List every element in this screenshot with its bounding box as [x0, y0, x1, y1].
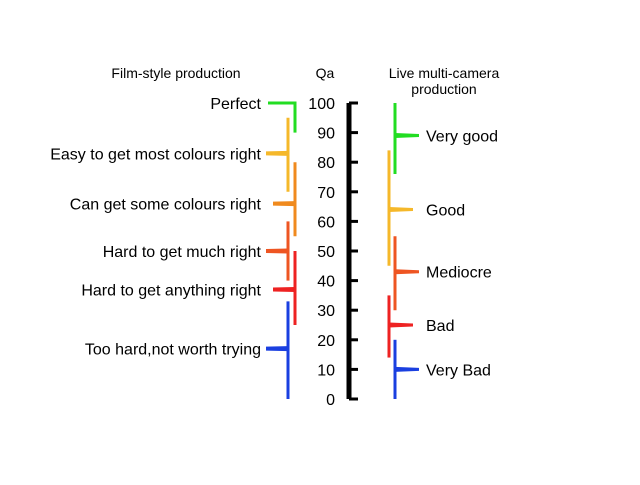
film-bracket-pointer	[266, 150, 288, 156]
film-header: Film-style production	[111, 65, 240, 81]
live-bracket: Bad	[387, 295, 454, 358]
film-bracket: Perfect	[210, 96, 297, 133]
axis-tick-label: 40	[317, 274, 335, 291]
axis-tick-label: 30	[317, 303, 335, 320]
qa-axis: 0 10 20 30 40 50 60 70 80 90 100	[308, 96, 358, 409]
axis-tick-label: 50	[317, 244, 335, 261]
film-bracket-pointer	[266, 346, 288, 352]
film-bracket-label: Hard to get much right	[103, 244, 262, 261]
live-bracket: Good	[387, 150, 465, 266]
live-bracket-label: Mediocre	[426, 265, 492, 282]
live-bracket: Very Bad	[393, 339, 491, 399]
live-bracket-label: Very good	[426, 129, 498, 146]
live-bracket-pointer	[395, 133, 419, 139]
axis-tick-label: 20	[317, 333, 335, 350]
live-bracket-label: Good	[426, 203, 465, 220]
axis-tick-label: 100	[308, 96, 335, 113]
axis-tick-label: 10	[317, 362, 335, 379]
live-bracket: Very good	[393, 103, 498, 175]
live-bracket: Mediocre	[393, 236, 492, 311]
film-bracket-label: Hard to get anything right	[81, 282, 261, 299]
live-bracket-label: Bad	[426, 318, 454, 335]
live-bracket-label: Very Bad	[426, 362, 491, 379]
qa-header: Qa	[316, 65, 335, 81]
film-bracket-label: Too hard,not worth trying	[85, 342, 261, 359]
film-bracket-label: Can get some colours right	[70, 197, 262, 214]
axis-tick-label: 0	[326, 392, 335, 409]
live-brackets: Very good Good Mediocre Bad Very Bad	[387, 103, 498, 399]
film-brackets: Perfect Easy to get most colours right Can…	[50, 96, 297, 399]
axis-tick-label: 90	[317, 126, 335, 143]
film-bracket-label: Perfect	[210, 96, 261, 113]
film-bracket: Hard to get anything right	[81, 251, 297, 325]
live-bracket-pointer	[389, 322, 413, 328]
live-bracket-pointer	[389, 207, 413, 213]
live-header-line1: Live multi-camera	[389, 65, 500, 81]
live-bracket-pointer	[395, 366, 419, 372]
film-bracket: Hard to get much right	[103, 221, 290, 281]
film-bracket-label: Easy to get most colours right	[50, 146, 261, 163]
axis-tick-label: 80	[317, 155, 335, 172]
live-header-line2: production	[411, 81, 476, 97]
film-bracket: Easy to get most colours right	[50, 117, 290, 192]
axis-tick-label: 60	[317, 214, 335, 231]
film-bracket-pointer	[273, 201, 295, 207]
film-bracket: Too hard,not worth trying	[85, 301, 290, 399]
film-bracket-pointer	[273, 286, 295, 292]
film-bracket: Can get some colours right	[70, 162, 297, 237]
film-bracket-pointer	[266, 248, 288, 254]
live-bracket-pointer	[395, 269, 419, 275]
axis-tick-label: 70	[317, 185, 335, 202]
